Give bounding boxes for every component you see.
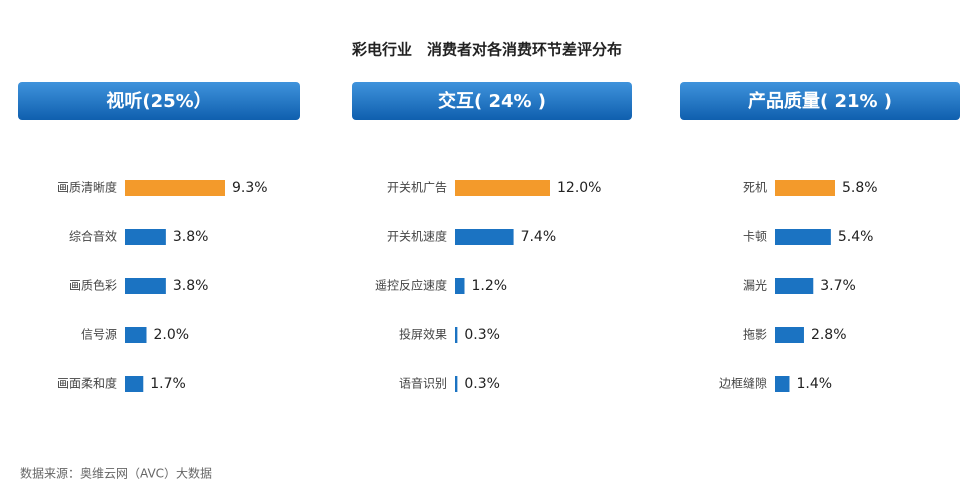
panel-title: 产品质量( 21% ) (748, 90, 892, 112)
value-label: 2.8% (811, 327, 847, 343)
bar (775, 376, 790, 392)
category-label: 画质清晰度 (57, 180, 117, 195)
page-title: 彩电行业 消费者对各消费环节差评分布 (351, 41, 622, 59)
value-label: 3.7% (820, 278, 856, 294)
category-label: 综合音效 (69, 229, 117, 244)
bar (775, 229, 831, 245)
category-label: 信号源 (81, 328, 117, 342)
bar (455, 278, 465, 294)
source-note: 数据来源：奥维云网（AVC）大数据 (20, 466, 212, 481)
category-label: 画面柔和度 (57, 376, 117, 391)
value-label: 5.4% (838, 229, 874, 245)
value-label: 1.7% (150, 376, 186, 392)
category-label: 画质色彩 (69, 279, 117, 293)
value-label: 5.8% (842, 180, 878, 196)
category-label: 死机 (743, 181, 767, 195)
panel-title: 交互( 24% ) (438, 90, 546, 112)
value-label: 9.3% (232, 180, 268, 196)
bar (775, 180, 835, 196)
category-label: 漏光 (743, 279, 767, 293)
category-label: 开关机速度 (387, 229, 447, 244)
value-label: 3.8% (173, 229, 209, 245)
bar (125, 180, 225, 196)
value-label: 1.4% (796, 376, 832, 392)
bar (125, 327, 147, 343)
bar (125, 278, 166, 294)
panel-header (352, 82, 632, 120)
bar (455, 327, 458, 343)
bar (455, 229, 514, 245)
category-label: 边框缝隙 (719, 376, 767, 391)
value-label: 2.0% (154, 327, 190, 343)
category-label: 卡顿 (743, 230, 767, 244)
bar (125, 229, 166, 245)
bar (455, 180, 550, 196)
category-label: 语音识别 (399, 376, 447, 391)
category-label: 开关机广告 (387, 181, 447, 195)
value-label: 7.4% (521, 229, 557, 245)
category-label: 拖影 (743, 328, 767, 342)
value-label: 0.3% (464, 327, 500, 343)
value-label: 12.0% (557, 180, 601, 196)
panel-header (18, 82, 300, 120)
category-label: 遥控反应速度 (375, 278, 447, 293)
panel-title: 视听(25%） (106, 90, 211, 112)
value-label: 1.2% (472, 278, 508, 294)
bar (775, 278, 814, 294)
value-label: 3.8% (173, 278, 209, 294)
bar (775, 327, 804, 343)
value-label: 0.3% (464, 376, 500, 392)
category-label: 投屏效果 (399, 327, 447, 342)
bar (125, 376, 144, 392)
panel-header (680, 82, 960, 120)
bar (455, 376, 458, 392)
